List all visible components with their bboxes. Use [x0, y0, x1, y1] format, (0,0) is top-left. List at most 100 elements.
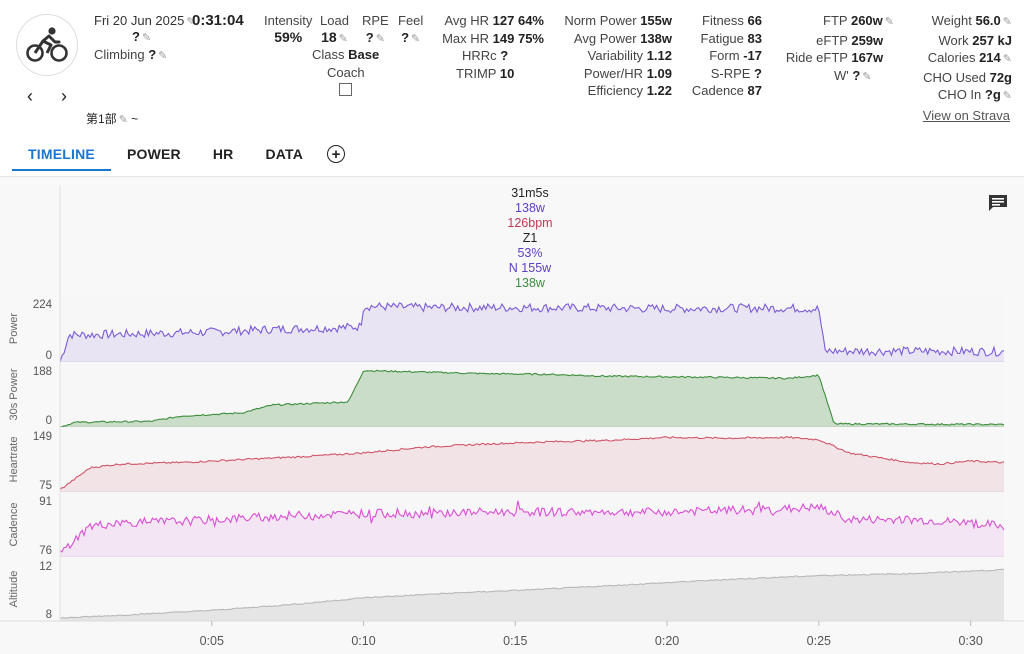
fitness-stats: Fitness 66 Fatigue 83 Form -17 S-RPE ? C…	[680, 12, 762, 100]
edit-title-icon[interactable]: ✎	[141, 32, 152, 44]
comment-icon[interactable]	[988, 194, 1008, 212]
coach-checkbox[interactable]	[339, 83, 353, 96]
form-value: -17	[743, 48, 762, 63]
hrrc-value: ?	[500, 48, 509, 63]
tab-timeline[interactable]: TIMELINE	[12, 143, 111, 171]
rpe-label: RPE	[362, 13, 389, 28]
x-tick-label: 0:25	[807, 634, 831, 648]
tick-power30-max: 188	[33, 366, 52, 378]
rpe-stat[interactable]: RPE ? ✎	[362, 12, 389, 48]
series-power30-area	[60, 370, 1004, 427]
edit-cho-in-icon[interactable]: ✎	[1002, 90, 1012, 102]
feel-stat[interactable]: Feel ? ✎	[398, 12, 423, 48]
view-on-strava-link[interactable]: View on Strava	[922, 108, 1010, 123]
edit-calories-icon[interactable]: ✎	[1002, 53, 1012, 65]
fitness-row: Fitness 66	[680, 12, 762, 30]
avg-hr-row: Avg HR 127 64%	[430, 12, 544, 30]
class-label: Class	[312, 47, 345, 62]
climbing-label: Climbing	[94, 47, 145, 62]
series-power30-line	[59, 369, 1005, 428]
norm-power-value: 155w	[640, 13, 672, 28]
efficiency-value: 1.22	[646, 83, 672, 98]
weight-value: 56.0	[975, 13, 1001, 28]
calories-row[interactable]: Calories 214 ✎	[900, 49, 1012, 69]
weight-label: Weight	[931, 13, 972, 28]
variability-value: 1.12	[646, 48, 672, 63]
tab-power[interactable]: POWER	[126, 146, 181, 162]
edit-load-icon[interactable]: ✎	[338, 33, 348, 45]
panel-hr-bg	[60, 427, 1004, 492]
power-hr-row: Power/HR 1.09	[556, 65, 672, 83]
cadence-value: 87	[747, 83, 762, 98]
hrrc-row: HRRc ?	[462, 47, 514, 65]
tick-hr-max: 149	[33, 431, 52, 443]
title-value: ?	[132, 29, 140, 44]
fitness-label: Fitness	[702, 13, 744, 28]
feel-label: Feel	[398, 13, 424, 28]
activity-type-avatar[interactable]	[16, 14, 78, 76]
avg-hr-pct: 64%	[517, 13, 544, 28]
hover-np: N 155w	[508, 261, 552, 275]
previous-activity-button[interactable]: ‹	[27, 86, 33, 106]
edit-ftp-icon[interactable]: ✎	[884, 16, 894, 28]
cycling-icon	[26, 27, 68, 62]
w-prime-row[interactable]: W' ? ✎	[776, 67, 894, 87]
edit-feel-icon[interactable]: ✎	[411, 33, 421, 45]
tab-data[interactable]: DATA	[265, 146, 304, 162]
coach-label: Coach	[327, 65, 365, 80]
coach-stat: Coach	[327, 65, 365, 99]
tick-cadence-min: 76	[39, 545, 52, 557]
panel-power30-bg	[60, 362, 1004, 427]
add-tab-icon[interactable]: +	[327, 145, 346, 163]
x-tick-label: 0:30	[958, 634, 982, 648]
edit-segment-icon[interactable]: ✎	[118, 114, 128, 126]
segment-field[interactable]: 第1部 ✎ ~	[86, 110, 138, 127]
ftp-row[interactable]: FTP 260w ✎	[776, 12, 894, 32]
norm-power-label: Norm Power	[564, 13, 637, 28]
tick-power30-min: 0	[46, 415, 52, 427]
form-label: Form	[709, 48, 740, 63]
axis-label-cadence: Cadence	[8, 502, 20, 546]
edit-climbing-icon[interactable]: ✎	[158, 50, 168, 62]
axis-label-power30: 30s Power	[8, 368, 20, 420]
title-field[interactable]: ? ✎	[132, 29, 151, 44]
hover-power: 138w	[515, 201, 545, 215]
power-hr-label: Power/HR	[583, 65, 644, 81]
efficiency-row: Efficiency 1.22	[556, 82, 672, 100]
hover-hr: 126bpm	[507, 216, 553, 230]
x-tick-label: 0:20	[655, 634, 679, 648]
climbing-field[interactable]: Climbing ? ✎	[94, 47, 167, 62]
ride-eftp-label: Ride eFTP	[785, 50, 848, 65]
avg-power-label: Avg Power	[573, 30, 637, 46]
weight-row[interactable]: Weight 56.0 ✎	[900, 12, 1012, 32]
segment-value: ~	[131, 112, 139, 126]
eftp-label: eFTP	[816, 32, 848, 48]
eftp-row: eFTP 259w	[776, 32, 894, 50]
tab-hr[interactable]: HR	[212, 146, 234, 162]
edit-w-prime-icon[interactable]: ✎	[862, 70, 872, 83]
ride-eftp-row: Ride eFTP 167w	[776, 49, 894, 67]
x-tick-label: 0:10	[351, 634, 375, 648]
work-row: Work 257 kJ	[900, 32, 1013, 50]
timeline-chart[interactable]: 224 0 Power 188 0 30s Power 149 75 Heartrate 91 76…	[0, 177, 1024, 654]
edit-date-icon[interactable]: ✎	[186, 16, 196, 28]
efficiency-label: Efficiency	[587, 83, 644, 98]
feel-value: ?	[401, 30, 410, 45]
edit-rpe-icon[interactable]: ✎	[375, 33, 385, 45]
intensity-label: Intensity	[264, 13, 313, 28]
series-power-line	[59, 301, 1005, 363]
hover-time: 31m5s	[511, 186, 549, 200]
hover-zone: Z1	[522, 231, 538, 245]
cho-in-value: ?g	[984, 87, 1001, 102]
trimp-value: 10	[499, 65, 515, 81]
fitness-value: 66	[747, 13, 762, 28]
next-activity-button[interactable]: ›	[61, 86, 67, 106]
activity-date-block: Fri 20 Jun 2025 ✎	[94, 13, 196, 28]
cho-in-row[interactable]: CHO In ?g ✎	[900, 86, 1012, 106]
power-hr-value: 1.09	[646, 65, 672, 81]
climbing-value: ?	[148, 47, 157, 62]
load-label: Load	[320, 13, 349, 28]
load-stat[interactable]: Load 18 ✎	[320, 12, 349, 48]
edit-weight-icon[interactable]: ✎	[1002, 16, 1012, 28]
series-hr-line	[59, 435, 1005, 490]
